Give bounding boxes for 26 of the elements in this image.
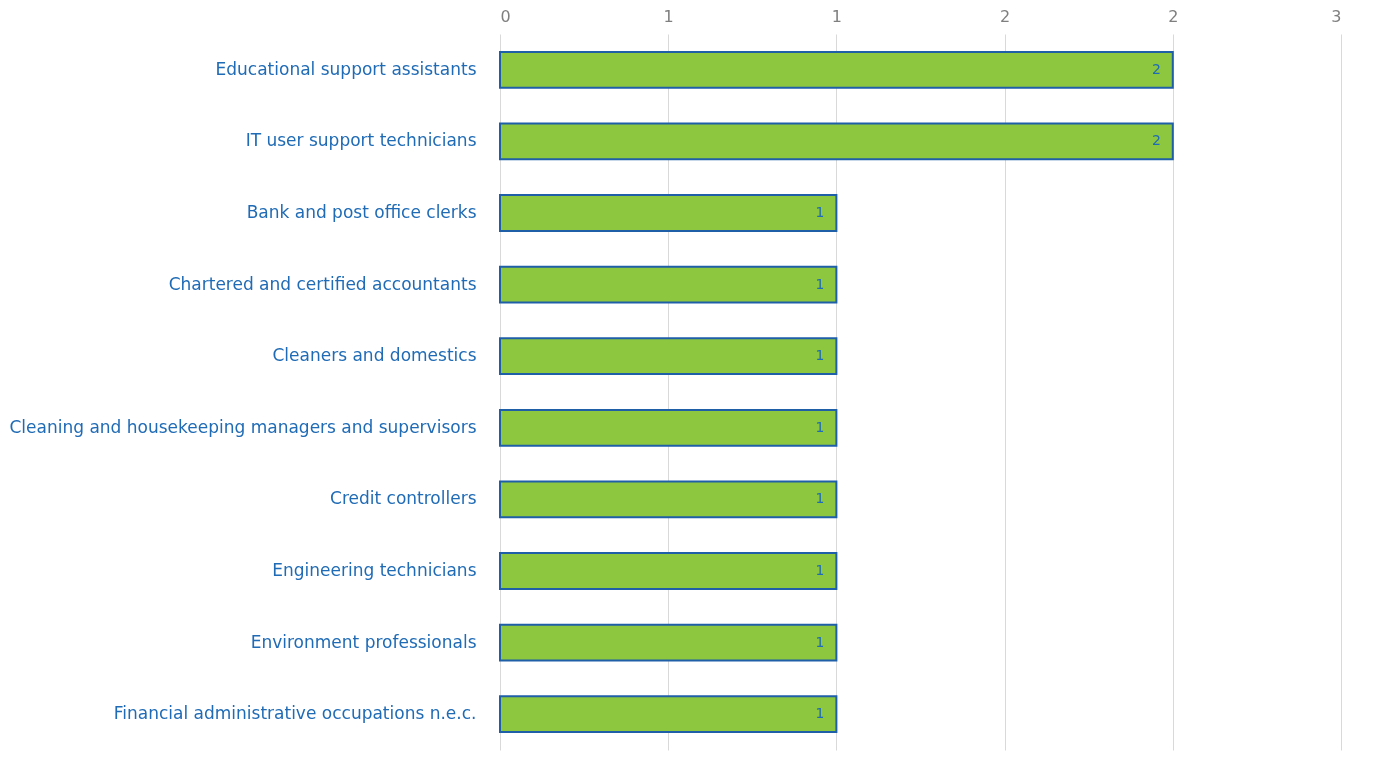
data-label: 2: [1151, 60, 1161, 77]
y-tick-label: Educational support assistants: [215, 58, 477, 79]
data-label: 1: [815, 418, 825, 435]
x-tick-label: 3: [1331, 6, 1342, 26]
y-tick-label: Cleaners and domestics: [272, 345, 477, 366]
y-tick-label: Financial administrative occupations n.e.c.: [113, 703, 477, 724]
x-tick-label: 1: [663, 6, 674, 26]
x-tick-label: 2: [1168, 6, 1179, 26]
data-label: 2: [1151, 132, 1161, 149]
x-tick-label: 0: [500, 6, 511, 26]
data-label: 1: [815, 633, 825, 650]
y-tick-label: Chartered and certified accountants: [168, 273, 477, 294]
y-tick-label: Environment professionals: [250, 631, 477, 652]
data-label: 1: [815, 347, 825, 364]
data-label: 1: [815, 204, 825, 220]
y-tick-label: Cleaning and housekeeping managers and supervisors: [9, 416, 477, 437]
data-label: 1: [815, 275, 825, 292]
x-tick-label: 1: [831, 6, 842, 26]
y-tick-label: Bank and post office clerks: [246, 202, 477, 222]
data-label: 1: [815, 562, 825, 578]
y-tick-label: IT user support technicians: [245, 130, 477, 151]
data-label: 1: [815, 490, 825, 507]
x-tick-label: 2: [1000, 6, 1011, 26]
y-tick-label: Engineering technicians: [272, 560, 477, 580]
data-label: 1: [815, 705, 825, 722]
y-tick-label: Credit controllers: [330, 488, 477, 509]
